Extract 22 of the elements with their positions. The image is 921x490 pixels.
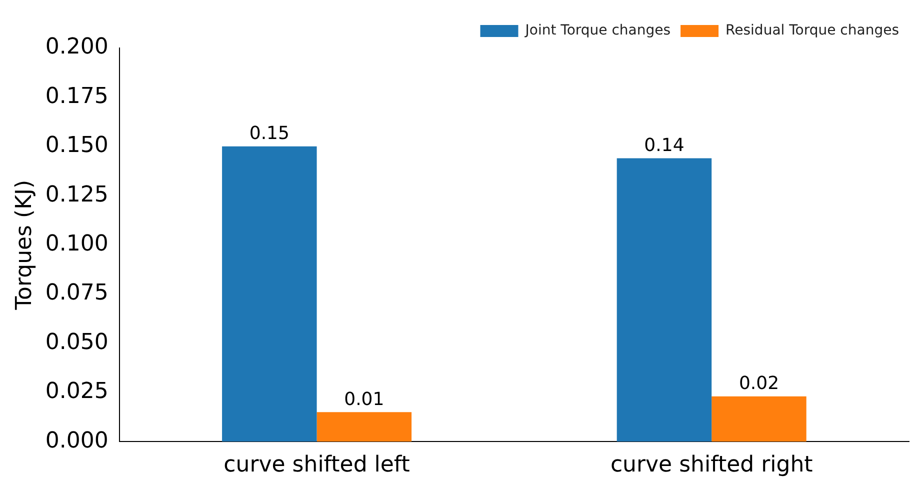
bar bbox=[316, 412, 412, 442]
bar bbox=[222, 146, 317, 442]
y-tick-label: 0.050 bbox=[45, 330, 108, 355]
y-tick-label: 0.075 bbox=[45, 280, 108, 306]
bar bbox=[712, 396, 806, 442]
y-tick-label: 0.175 bbox=[45, 84, 108, 109]
data-label: 0.01 bbox=[344, 388, 384, 410]
x-tick-label: curve shifted left bbox=[224, 452, 410, 478]
data-label: 0.14 bbox=[644, 134, 684, 156]
data-label: 0.02 bbox=[738, 373, 780, 394]
legend-label: Joint Torque changes bbox=[524, 22, 671, 39]
y-tick-label: 0.000 bbox=[45, 428, 108, 454]
y-tick-label: 0.125 bbox=[45, 182, 108, 208]
y-tick-label: 0.100 bbox=[45, 232, 108, 257]
legend-label: Residual Torque changes bbox=[726, 22, 900, 39]
x-tick-label: curve shifted right bbox=[610, 452, 814, 478]
y-tick-label: 0.025 bbox=[45, 379, 108, 404]
y-axis-title: Torques (KJ) bbox=[12, 180, 37, 311]
y-tick-label: 0.150 bbox=[45, 133, 108, 158]
data-label: 0.15 bbox=[249, 123, 290, 144]
bar bbox=[616, 158, 712, 442]
y-tick-label: 0.200 bbox=[45, 34, 108, 60]
